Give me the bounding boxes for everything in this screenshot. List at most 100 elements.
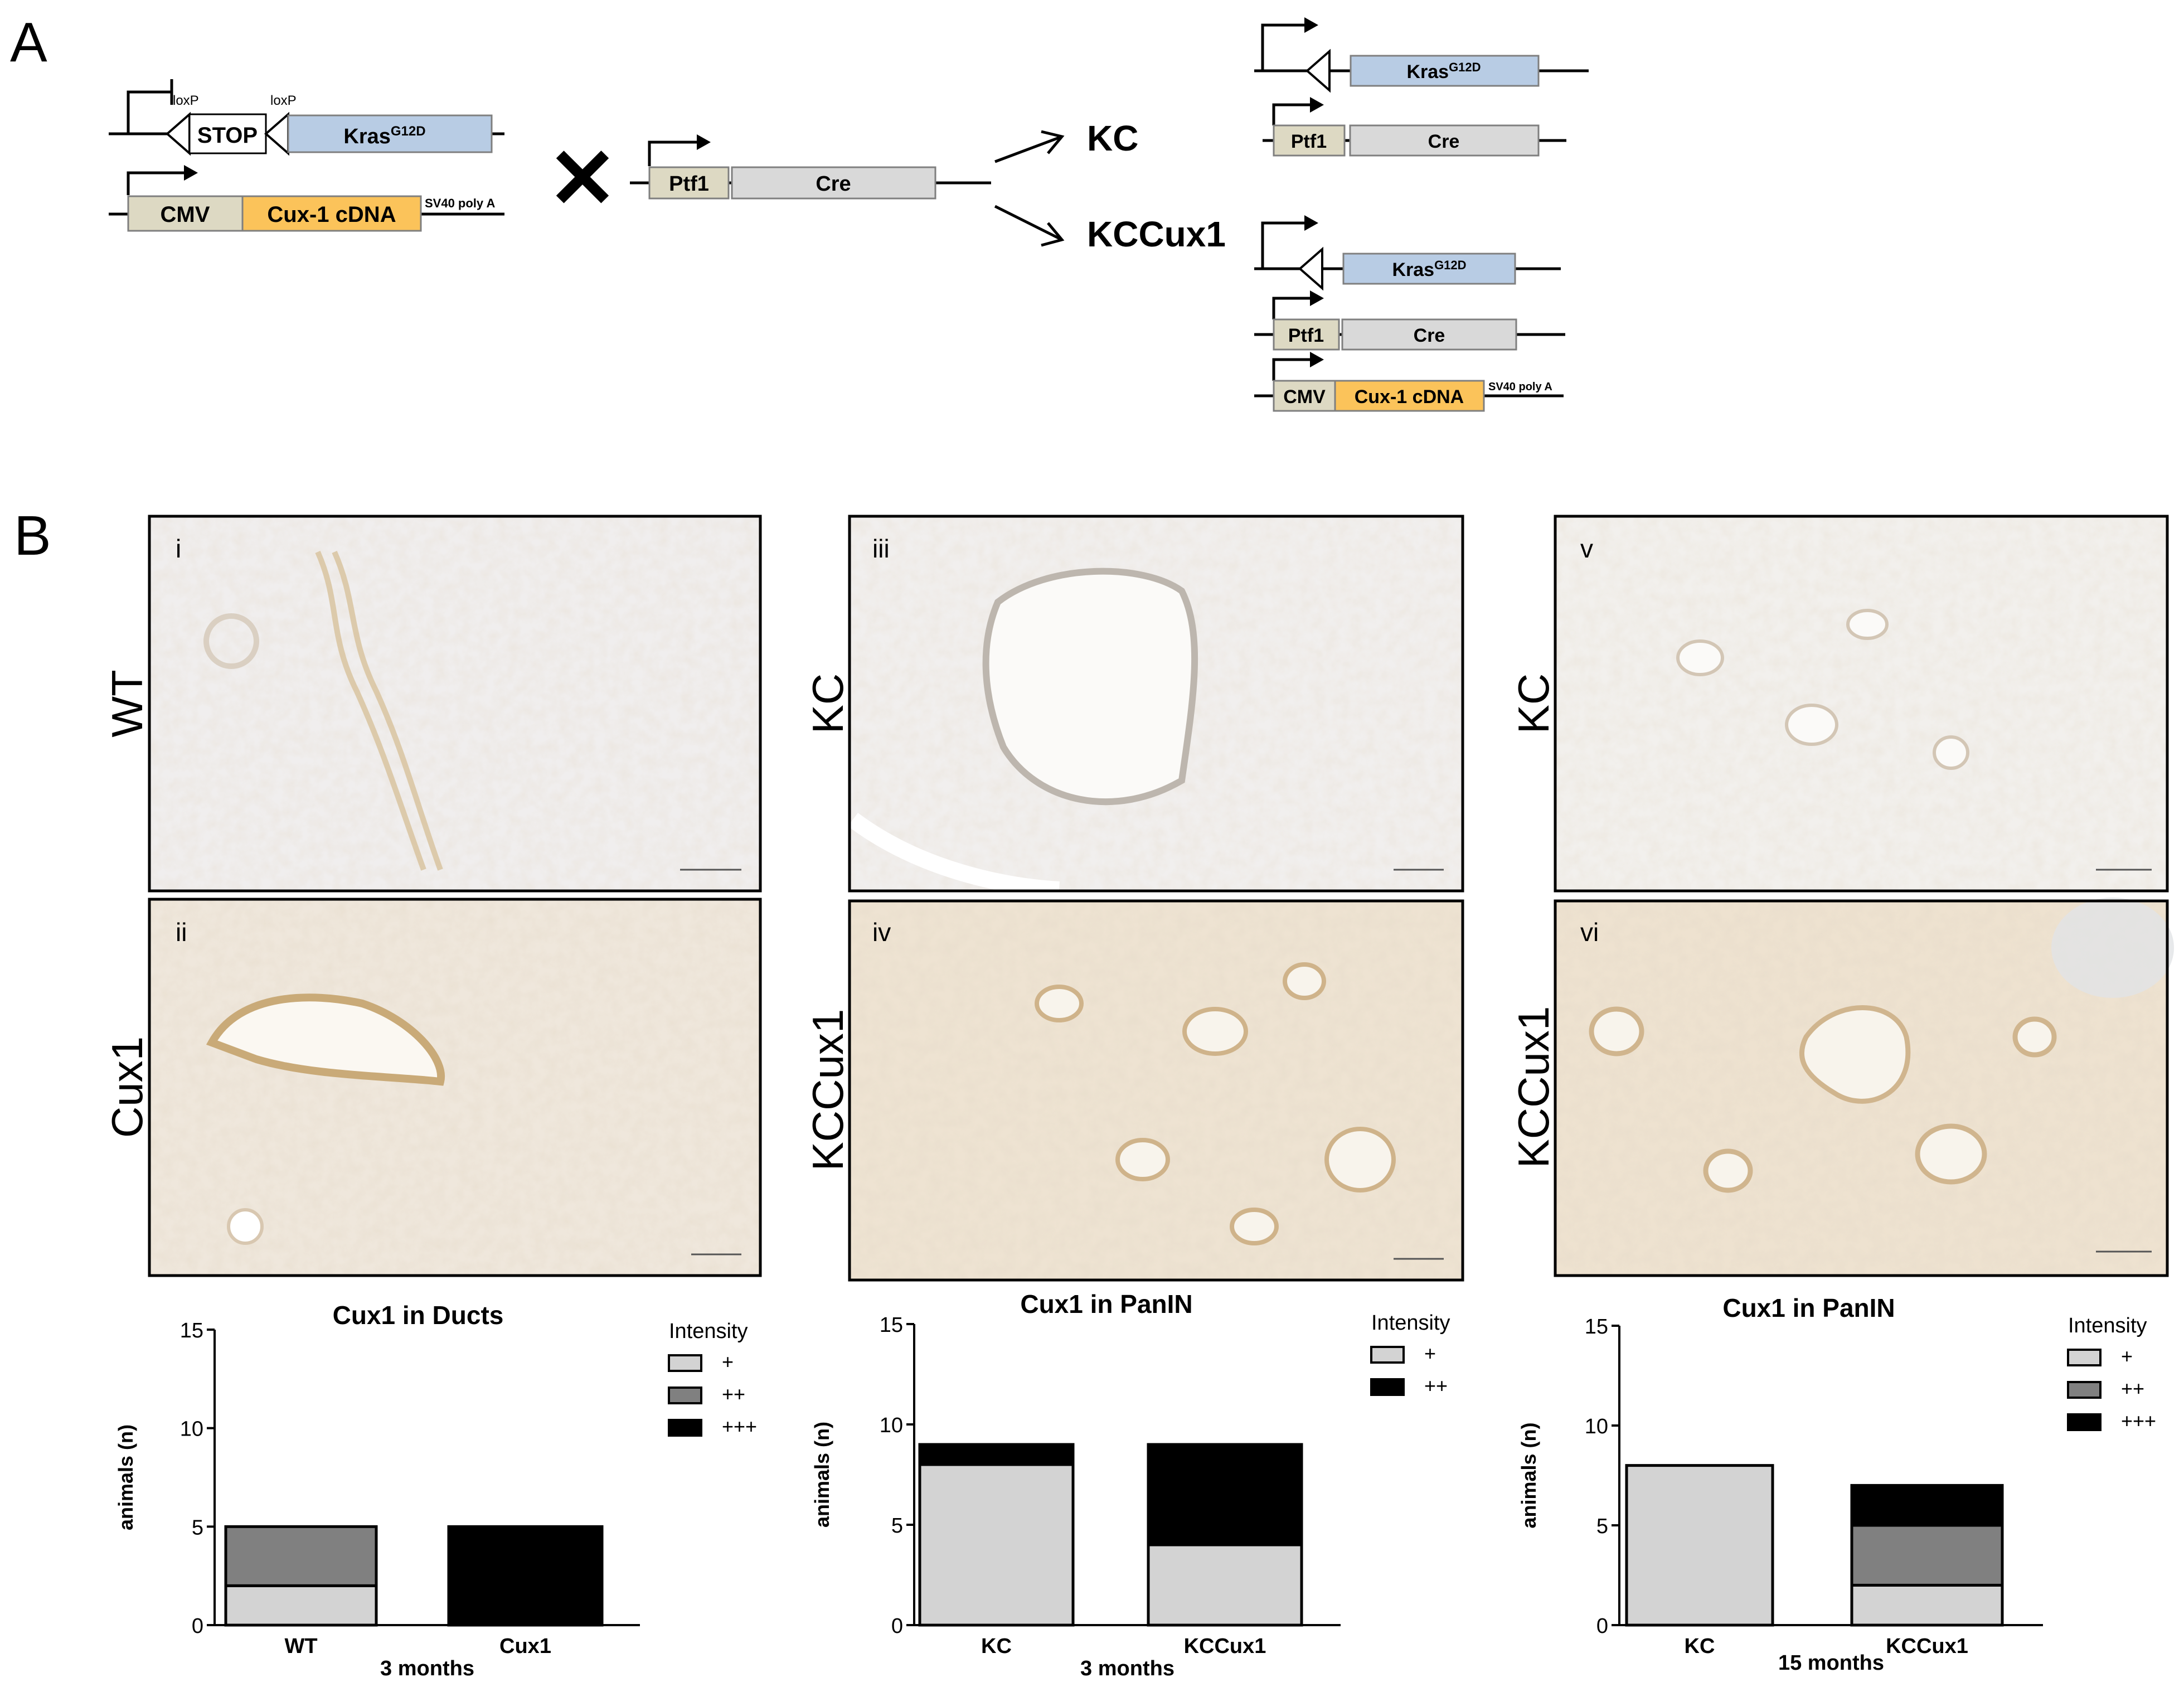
- x-axis-label: 3 months: [1080, 1657, 1174, 1680]
- y-tick-label: 15: [1585, 1315, 1608, 1339]
- x-tick-label: KCCux1: [1184, 1635, 1266, 1658]
- micrograph-ii: [148, 898, 762, 1277]
- micrograph-numeral-ii: ii: [176, 918, 187, 947]
- svg-text:Ptf1: Ptf1: [1291, 131, 1327, 152]
- bar-segment-WT-+: [224, 1584, 378, 1627]
- legend-swatch: [2067, 1349, 2102, 1366]
- genotype-kc-label: KC: [1087, 118, 1138, 158]
- row-label-kccux1-15m: KCCux1: [1509, 1006, 1558, 1168]
- y-tick-label: 0: [192, 1615, 203, 1638]
- legend-label: +: [722, 1350, 734, 1373]
- svg-text:Ptf1: Ptf1: [1288, 325, 1324, 346]
- y-tick-label: 5: [192, 1516, 203, 1539]
- kc-result-constructs: KrasG12D Ptf1 Cre: [1254, 17, 1589, 157]
- micrograph-v: [1554, 515, 2169, 893]
- micrograph-iv: [848, 899, 1464, 1282]
- micrograph-vi: [1554, 898, 2174, 1277]
- bar-segment-KCCux1-+: [1850, 1583, 2004, 1627]
- legend-title: Intensity: [2068, 1314, 2147, 1337]
- chart-title: Cux1 in Ducts: [333, 1301, 504, 1330]
- legend-swatch: [2067, 1413, 2102, 1431]
- y-tick-label: 0: [1596, 1615, 1608, 1638]
- y-tick-label: 15: [880, 1313, 903, 1337]
- y-tick-label: 10: [1585, 1415, 1608, 1438]
- legend-title: Intensity: [1371, 1311, 1450, 1335]
- legend-label: ++: [2121, 1377, 2144, 1400]
- legend-swatch: [668, 1354, 702, 1372]
- x-axis-label: 15 months: [1778, 1651, 1884, 1675]
- row-label-cux1: Cux1: [103, 1036, 152, 1138]
- y-axis-label: animals (n): [1517, 1422, 1540, 1528]
- bar-segment-WT-++: [224, 1525, 378, 1587]
- loxp-label-1: loxP: [173, 93, 199, 108]
- y-tick-label: 15: [180, 1319, 203, 1342]
- charts-group: Cux1 in Ducts 0 5 10 15 animals (n) WT Cux1 3 mo…: [114, 1290, 2156, 1680]
- chart-2: Cux1 in PanIN 0 5 10 15 animals (n) KC KCCux1 3 …: [810, 1290, 1450, 1680]
- cmv-label: CMV: [161, 202, 210, 227]
- panel-letter-b: B: [14, 505, 51, 567]
- legend-label: +++: [2121, 1409, 2156, 1432]
- legend-title: Intensity: [669, 1320, 748, 1343]
- chart-title: Cux1 in PanIN: [1020, 1290, 1192, 1318]
- legend-label: +: [2121, 1345, 2133, 1368]
- row-label-kccux1-3m: KCCux1: [803, 1009, 852, 1171]
- polya-label: SV40 poly A: [425, 196, 495, 210]
- panel-letter-a: A: [10, 11, 47, 74]
- legend-label: ++: [722, 1383, 745, 1405]
- micrograph-numeral-vi: vi: [1580, 918, 1599, 947]
- chart-3: Cux1 in PanIN 0 5 10 15 animals (n) KC KCCux115…: [1517, 1293, 2156, 1675]
- kras-superscript: G12D: [391, 124, 426, 139]
- y-tick-label: 5: [891, 1514, 903, 1538]
- y-axis-label: animals (n): [114, 1424, 137, 1530]
- row-label-wt: WT: [103, 670, 152, 737]
- svg-text:KrasG12D: KrasG12D: [343, 124, 425, 148]
- bar-segment-KCCux1-+++: [1850, 1484, 2004, 1527]
- x-tick-label: KC: [1685, 1635, 1715, 1658]
- row-label-kc-15m: KC: [1509, 673, 1558, 734]
- legend-swatch: [668, 1387, 702, 1404]
- x-tick-label: WT: [284, 1635, 317, 1658]
- x-tick-label: KCCux1: [1886, 1635, 1968, 1658]
- y-tick-label: 5: [1596, 1515, 1608, 1538]
- svg-text:Cre: Cre: [1428, 131, 1460, 152]
- legend-swatch: [2067, 1381, 2102, 1399]
- bar-segment-KCCux1-++: [1850, 1524, 2004, 1587]
- chart-1: Cux1 in Ducts 0 5 10 15 animals (n) WT Cux1 3 mo…: [114, 1301, 757, 1680]
- cux-cdna-label: Cux-1 cDNA: [267, 202, 396, 227]
- svg-text:KrasG12D: KrasG12D: [1406, 60, 1481, 83]
- bar-segment-KC-+: [1625, 1464, 1774, 1627]
- y-tick-label: 10: [880, 1414, 903, 1437]
- stop-label: STOP: [197, 123, 258, 148]
- cross-symbol: ✕: [547, 132, 618, 225]
- svg-text:KrasG12D: KrasG12D: [1392, 258, 1466, 280]
- svg-text:Cre: Cre: [1414, 325, 1445, 346]
- svg-text:SV40 poly A: SV40 poly A: [1488, 381, 1552, 393]
- micrograph-i: [148, 515, 762, 893]
- y-tick-label: 0: [891, 1615, 903, 1638]
- construct-ptf1-cre: Ptf1 Cre: [630, 134, 991, 200]
- legend-swatch: [1370, 1378, 1405, 1396]
- micrograph-numeral-i: i: [176, 534, 181, 563]
- cre-label: Cre: [816, 172, 851, 196]
- micrograph-numeral-v: v: [1580, 534, 1593, 563]
- micrograph-numeral-iii: iii: [872, 534, 890, 563]
- chart-title: Cux1 in PanIN: [1722, 1293, 1895, 1322]
- bar-segment-KC-+: [918, 1463, 1075, 1627]
- legend-swatch: [1370, 1346, 1405, 1364]
- svg-text:CMV: CMV: [1283, 386, 1326, 408]
- micrograph-iii: [848, 515, 1464, 898]
- cross-arrows: [994, 130, 1065, 247]
- loxp-label-2: loxP: [270, 93, 297, 108]
- bar-segment-KCCux1-+: [1147, 1543, 1303, 1627]
- x-tick-label: Cux1: [499, 1635, 551, 1658]
- ptf1-label: Ptf1: [669, 172, 709, 196]
- construct-cmv-cux1: CMV Cux-1 cDNA SV40 poly A: [109, 165, 504, 232]
- legend-label: +: [1424, 1342, 1436, 1365]
- y-tick-label: 10: [180, 1418, 203, 1441]
- bar-segment-KC-++: [918, 1443, 1075, 1466]
- row-label-kc-3m: KC: [803, 673, 852, 734]
- legend-label: +++: [722, 1415, 757, 1438]
- svg-text:Cux-1 cDNA: Cux-1 cDNA: [1355, 386, 1464, 408]
- construct-lsl-kras: STOP loxP loxP KrasG12D: [109, 79, 504, 156]
